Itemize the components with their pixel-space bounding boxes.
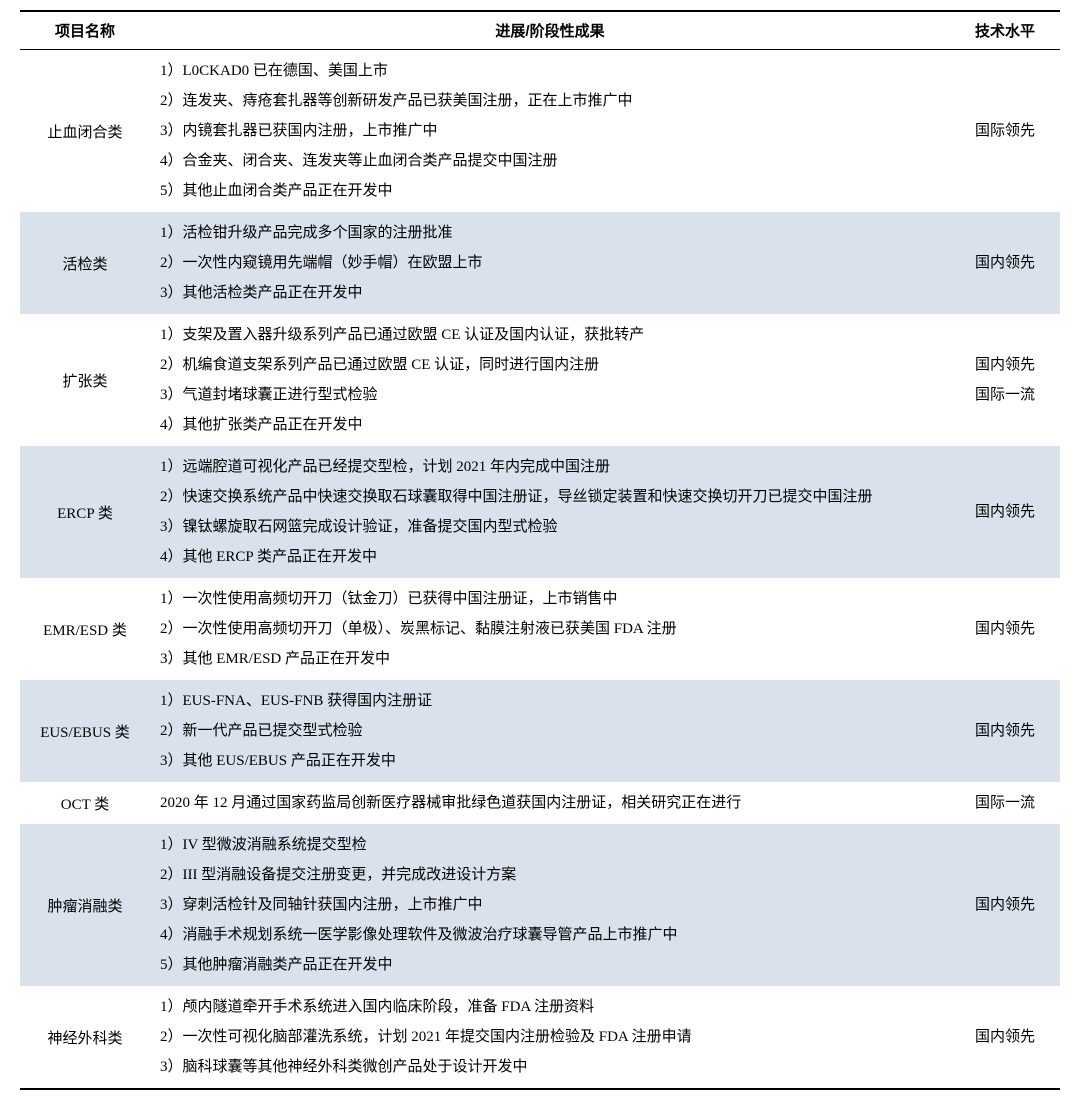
progress-cell: 1）支架及置入器升级系列产品已通过欧盟 CE 认证及国内认证，获批转产2）机编食… — [150, 314, 950, 446]
progress-item: 3）镍钛螺旋取石网篮完成设计验证，准备提交国内型式检验 — [160, 512, 940, 542]
tech-level-line: 国内领先 — [954, 890, 1056, 920]
progress-item: 2）III 型消融设备提交注册变更，并完成改进设计方案 — [160, 860, 940, 890]
progress-item: 3）其他活检类产品正在开发中 — [160, 278, 940, 308]
progress-item: 1）L0CKAD0 已在德国、美国上市 — [160, 56, 940, 86]
tech-level-cell: 国际一流 — [950, 782, 1060, 824]
table-header-row: 项目名称 进展/阶段性成果 技术水平 — [20, 11, 1060, 50]
progress-item: 4）其他扩张类产品正在开发中 — [160, 410, 940, 440]
table-row: 神经外科类1）颅内隧道牵开手术系统进入国内临床阶段，准备 FDA 注册资料2）一… — [20, 986, 1060, 1089]
table-row: EUS/EBUS 类1）EUS-FNA、EUS-FNB 获得国内注册证2）新一代… — [20, 680, 1060, 782]
tech-level-line: 国际领先 — [954, 116, 1056, 146]
progress-item: 1）IV 型微波消融系统提交型检 — [160, 830, 940, 860]
progress-cell: 1）IV 型微波消融系统提交型检2）III 型消融设备提交注册变更，并完成改进设… — [150, 824, 950, 986]
progress-item: 2）一次性内窥镜用先端帽（妙手帽）在欧盟上市 — [160, 248, 940, 278]
header-name: 项目名称 — [20, 11, 150, 50]
table-body: 止血闭合类1）L0CKAD0 已在德国、美国上市2）连发夹、痔疮套扎器等创新研发… — [20, 50, 1060, 1090]
progress-item: 3）其他 EMR/ESD 产品正在开发中 — [160, 644, 940, 674]
tech-level-line: 国内领先 — [954, 497, 1056, 527]
progress-item: 4）消融手术规划系统一医学影像处理软件及微波治疗球囊导管产品上市推广中 — [160, 920, 940, 950]
progress-item: 2）快速交换系统产品中快速交换取石球囊取得中国注册证，导丝锁定装置和快速交换切开… — [160, 482, 940, 512]
tech-level-line: 国际一流 — [954, 380, 1056, 410]
progress-item: 4）其他 ERCP 类产品正在开发中 — [160, 542, 940, 572]
progress-item: 3）其他 EUS/EBUS 产品正在开发中 — [160, 746, 940, 776]
project-name-cell: OCT 类 — [20, 782, 150, 824]
tech-level-cell: 国内领先 — [950, 578, 1060, 680]
table-row: OCT 类 2020 年 12 月通过国家药监局创新医疗器械审批绿色道获国内注册证… — [20, 782, 1060, 824]
tech-level-line: 国内领先 — [954, 248, 1056, 278]
progress-cell: 2020 年 12 月通过国家药监局创新医疗器械审批绿色道获国内注册证，相关研究… — [150, 782, 950, 824]
project-name-cell: EMR/ESD 类 — [20, 578, 150, 680]
header-level: 技术水平 — [950, 11, 1060, 50]
project-name-cell: ERCP 类 — [20, 446, 150, 578]
table-row: EMR/ESD 类1）一次性使用高频切开刀（钛金刀）已获得中国注册证，上市销售中… — [20, 578, 1060, 680]
progress-item: 2）一次性使用高频切开刀（单极）、炭黑标记、黏膜注射液已获美国 FDA 注册 — [160, 614, 940, 644]
table-row: 肿瘤消融类1）IV 型微波消融系统提交型检2）III 型消融设备提交注册变更，并… — [20, 824, 1060, 986]
progress-item: 2020 年 12 月通过国家药监局创新医疗器械审批绿色道获国内注册证，相关研究… — [160, 788, 940, 818]
progress-item: 2）连发夹、痔疮套扎器等创新研发产品已获美国注册，正在上市推广中 — [160, 86, 940, 116]
progress-item: 5）其他肿瘤消融类产品正在开发中 — [160, 950, 940, 980]
project-name-cell: 扩张类 — [20, 314, 150, 446]
tech-level-cell: 国内领先 — [950, 824, 1060, 986]
tech-level-cell: 国际领先 — [950, 50, 1060, 213]
table-row: 扩张类1）支架及置入器升级系列产品已通过欧盟 CE 认证及国内认证，获批转产2）… — [20, 314, 1060, 446]
project-name-cell: 止血闭合类 — [20, 50, 150, 213]
table-row: 活检类1）活检钳升级产品完成多个国家的注册批准2）一次性内窥镜用先端帽（妙手帽）… — [20, 212, 1060, 314]
header-progress: 进展/阶段性成果 — [150, 11, 950, 50]
progress-cell: 1）颅内隧道牵开手术系统进入国内临床阶段，准备 FDA 注册资料2）一次性可视化… — [150, 986, 950, 1089]
table-row: 止血闭合类1）L0CKAD0 已在德国、美国上市2）连发夹、痔疮套扎器等创新研发… — [20, 50, 1060, 213]
progress-item: 1）EUS-FNA、EUS-FNB 获得国内注册证 — [160, 686, 940, 716]
progress-item: 5）其他止血闭合类产品正在开发中 — [160, 176, 940, 206]
progress-item: 1）一次性使用高频切开刀（钛金刀）已获得中国注册证，上市销售中 — [160, 584, 940, 614]
progress-item: 1）远端腔道可视化产品已经提交型检，计划 2021 年内完成中国注册 — [160, 452, 940, 482]
progress-cell: 1）一次性使用高频切开刀（钛金刀）已获得中国注册证，上市销售中2）一次性使用高频… — [150, 578, 950, 680]
tech-level-line: 国内领先 — [954, 614, 1056, 644]
projects-table: 项目名称 进展/阶段性成果 技术水平 止血闭合类1）L0CKAD0 已在德国、美… — [20, 10, 1060, 1090]
tech-level-cell: 国内领先 — [950, 446, 1060, 578]
tech-level-cell: 国内领先 — [950, 680, 1060, 782]
progress-item: 2）新一代产品已提交型式检验 — [160, 716, 940, 746]
project-name-cell: EUS/EBUS 类 — [20, 680, 150, 782]
progress-item: 3）脑科球囊等其他神经外科类微创产品处于设计开发中 — [160, 1052, 940, 1082]
tech-level-line: 国内领先 — [954, 1022, 1056, 1052]
tech-level-cell: 国内领先 — [950, 986, 1060, 1089]
progress-item: 1）颅内隧道牵开手术系统进入国内临床阶段，准备 FDA 注册资料 — [160, 992, 940, 1022]
tech-level-line: 国内领先 — [954, 716, 1056, 746]
project-name-cell: 神经外科类 — [20, 986, 150, 1089]
project-name-cell: 肿瘤消融类 — [20, 824, 150, 986]
progress-item: 1）活检钳升级产品完成多个国家的注册批准 — [160, 218, 940, 248]
project-name-cell: 活检类 — [20, 212, 150, 314]
progress-cell: 1）EUS-FNA、EUS-FNB 获得国内注册证2）新一代产品已提交型式检验3… — [150, 680, 950, 782]
progress-item: 2）机编食道支架系列产品已通过欧盟 CE 认证，同时进行国内注册 — [160, 350, 940, 380]
progress-item: 2）一次性可视化脑部灌洗系统，计划 2021 年提交国内注册检验及 FDA 注册… — [160, 1022, 940, 1052]
progress-item: 3）穿刺活检针及同轴针获国内注册，上市推广中 — [160, 890, 940, 920]
table-row: ERCP 类1）远端腔道可视化产品已经提交型检，计划 2021 年内完成中国注册… — [20, 446, 1060, 578]
tech-level-line: 国内领先 — [954, 350, 1056, 380]
tech-level-cell: 国内领先 — [950, 212, 1060, 314]
progress-cell: 1）L0CKAD0 已在德国、美国上市2）连发夹、痔疮套扎器等创新研发产品已获美… — [150, 50, 950, 213]
progress-cell: 1）远端腔道可视化产品已经提交型检，计划 2021 年内完成中国注册2）快速交换… — [150, 446, 950, 578]
tech-level-line: 国际一流 — [954, 788, 1056, 818]
progress-item: 3）气道封堵球囊正进行型式检验 — [160, 380, 940, 410]
tech-level-cell: 国内领先国际一流 — [950, 314, 1060, 446]
progress-item: 1）支架及置入器升级系列产品已通过欧盟 CE 认证及国内认证，获批转产 — [160, 320, 940, 350]
progress-cell: 1）活检钳升级产品完成多个国家的注册批准2）一次性内窥镜用先端帽（妙手帽）在欧盟… — [150, 212, 950, 314]
progress-item: 4）合金夹、闭合夹、连发夹等止血闭合类产品提交中国注册 — [160, 146, 940, 176]
progress-item: 3）内镜套扎器已获国内注册，上市推广中 — [160, 116, 940, 146]
